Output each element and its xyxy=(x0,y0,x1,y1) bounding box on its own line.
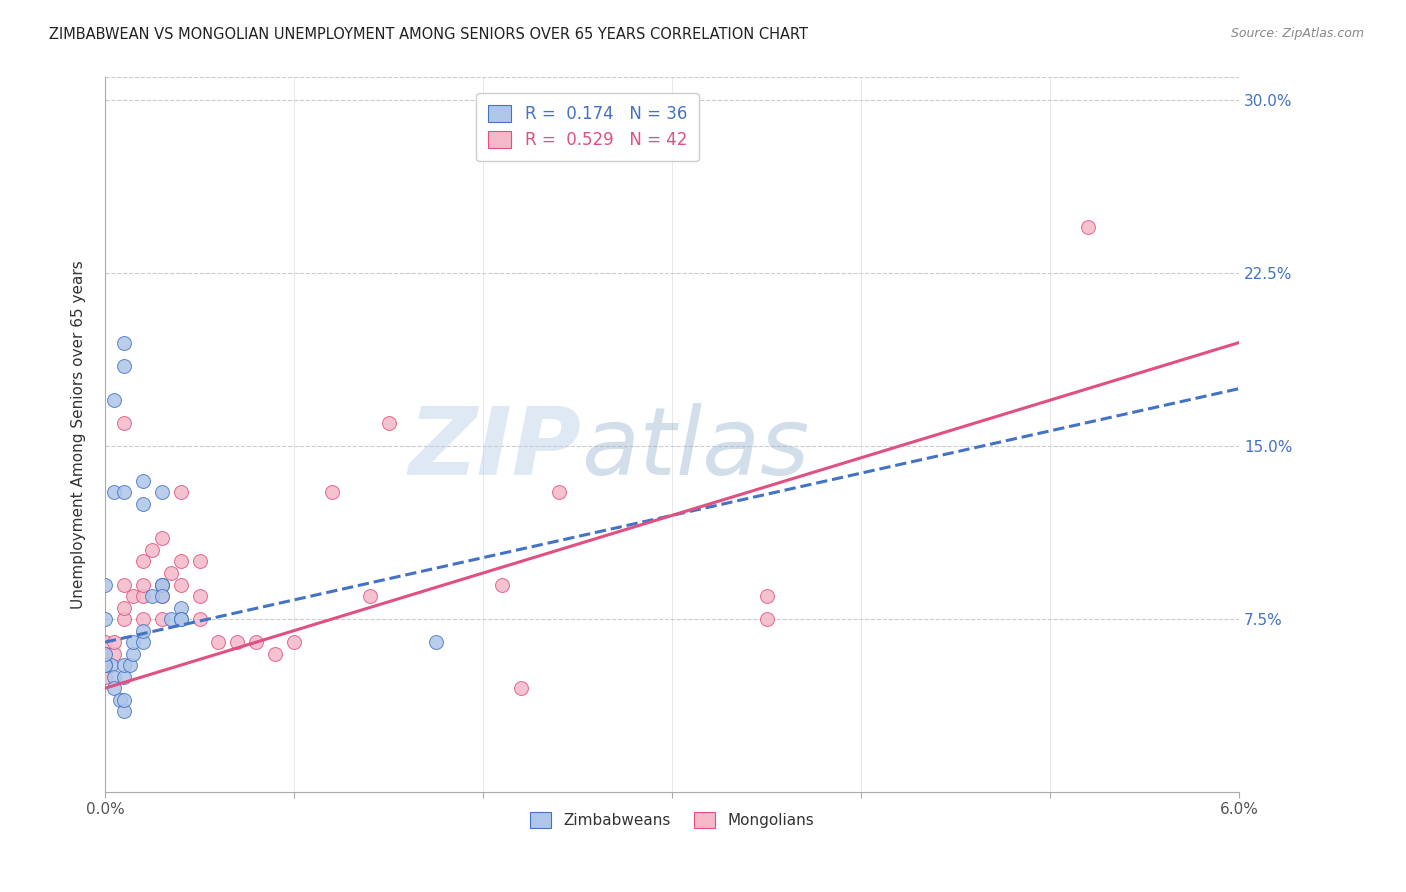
Point xyxy=(94,658,117,673)
Point xyxy=(169,554,191,568)
Point xyxy=(132,554,155,568)
Point xyxy=(264,647,287,661)
Point xyxy=(94,647,117,661)
Point xyxy=(491,577,513,591)
Text: ZIMBABWEAN VS MONGOLIAN UNEMPLOYMENT AMONG SENIORS OVER 65 YEARS CORRELATION CHA: ZIMBABWEAN VS MONGOLIAN UNEMPLOYMENT AMO… xyxy=(49,27,808,42)
Point xyxy=(547,139,569,153)
Point xyxy=(112,704,135,718)
Point xyxy=(132,624,155,638)
Point xyxy=(150,532,173,546)
Point xyxy=(160,566,183,580)
Text: atlas: atlas xyxy=(581,403,810,494)
Point xyxy=(150,577,173,591)
Point xyxy=(169,612,191,626)
Point xyxy=(188,554,211,568)
Point xyxy=(188,612,211,626)
Point xyxy=(112,359,135,373)
Point xyxy=(283,635,305,649)
Point xyxy=(94,635,117,649)
Point xyxy=(132,589,155,603)
Point xyxy=(169,612,191,626)
Point xyxy=(132,577,155,591)
Point xyxy=(509,681,531,696)
Point xyxy=(112,670,135,684)
Point xyxy=(132,635,155,649)
Point xyxy=(547,485,569,500)
Point xyxy=(755,589,778,603)
Point xyxy=(103,635,125,649)
Point xyxy=(141,589,163,603)
Point xyxy=(1077,220,1099,235)
Point xyxy=(245,635,267,649)
Point xyxy=(103,393,125,408)
Point xyxy=(160,612,183,626)
Point xyxy=(755,612,778,626)
Point xyxy=(94,612,117,626)
Point xyxy=(112,600,135,615)
Point xyxy=(150,485,173,500)
Point xyxy=(150,589,173,603)
Y-axis label: Unemployment Among Seniors over 65 years: Unemployment Among Seniors over 65 years xyxy=(72,260,86,609)
Point xyxy=(94,658,117,673)
Point xyxy=(112,612,135,626)
Point xyxy=(112,335,135,350)
Legend: Zimbabweans, Mongolians: Zimbabweans, Mongolians xyxy=(524,806,820,834)
Point xyxy=(112,485,135,500)
Text: ZIP: ZIP xyxy=(409,403,581,495)
Point xyxy=(188,589,211,603)
Point xyxy=(103,485,125,500)
Point xyxy=(150,612,173,626)
Point xyxy=(103,670,125,684)
Point xyxy=(141,543,163,558)
Point xyxy=(150,577,173,591)
Point xyxy=(169,577,191,591)
Point xyxy=(359,589,381,603)
Point xyxy=(112,416,135,430)
Point xyxy=(103,647,125,661)
Point xyxy=(118,658,141,673)
Point xyxy=(94,658,117,673)
Point xyxy=(425,635,447,649)
Point xyxy=(112,577,135,591)
Point xyxy=(150,577,173,591)
Point xyxy=(103,681,125,696)
Point xyxy=(207,635,229,649)
Point xyxy=(112,658,135,673)
Point xyxy=(226,635,249,649)
Point xyxy=(122,589,145,603)
Point xyxy=(122,635,145,649)
Point xyxy=(94,577,117,591)
Point xyxy=(132,497,155,511)
Point xyxy=(132,474,155,488)
Point xyxy=(94,670,117,684)
Point xyxy=(112,692,135,706)
Point xyxy=(108,692,131,706)
Point xyxy=(94,658,117,673)
Point xyxy=(169,600,191,615)
Text: Source: ZipAtlas.com: Source: ZipAtlas.com xyxy=(1230,27,1364,40)
Point xyxy=(122,647,145,661)
Point xyxy=(321,485,343,500)
Point xyxy=(150,589,173,603)
Point xyxy=(100,658,122,673)
Point xyxy=(169,485,191,500)
Point xyxy=(132,612,155,626)
Point xyxy=(377,416,399,430)
Point xyxy=(94,647,117,661)
